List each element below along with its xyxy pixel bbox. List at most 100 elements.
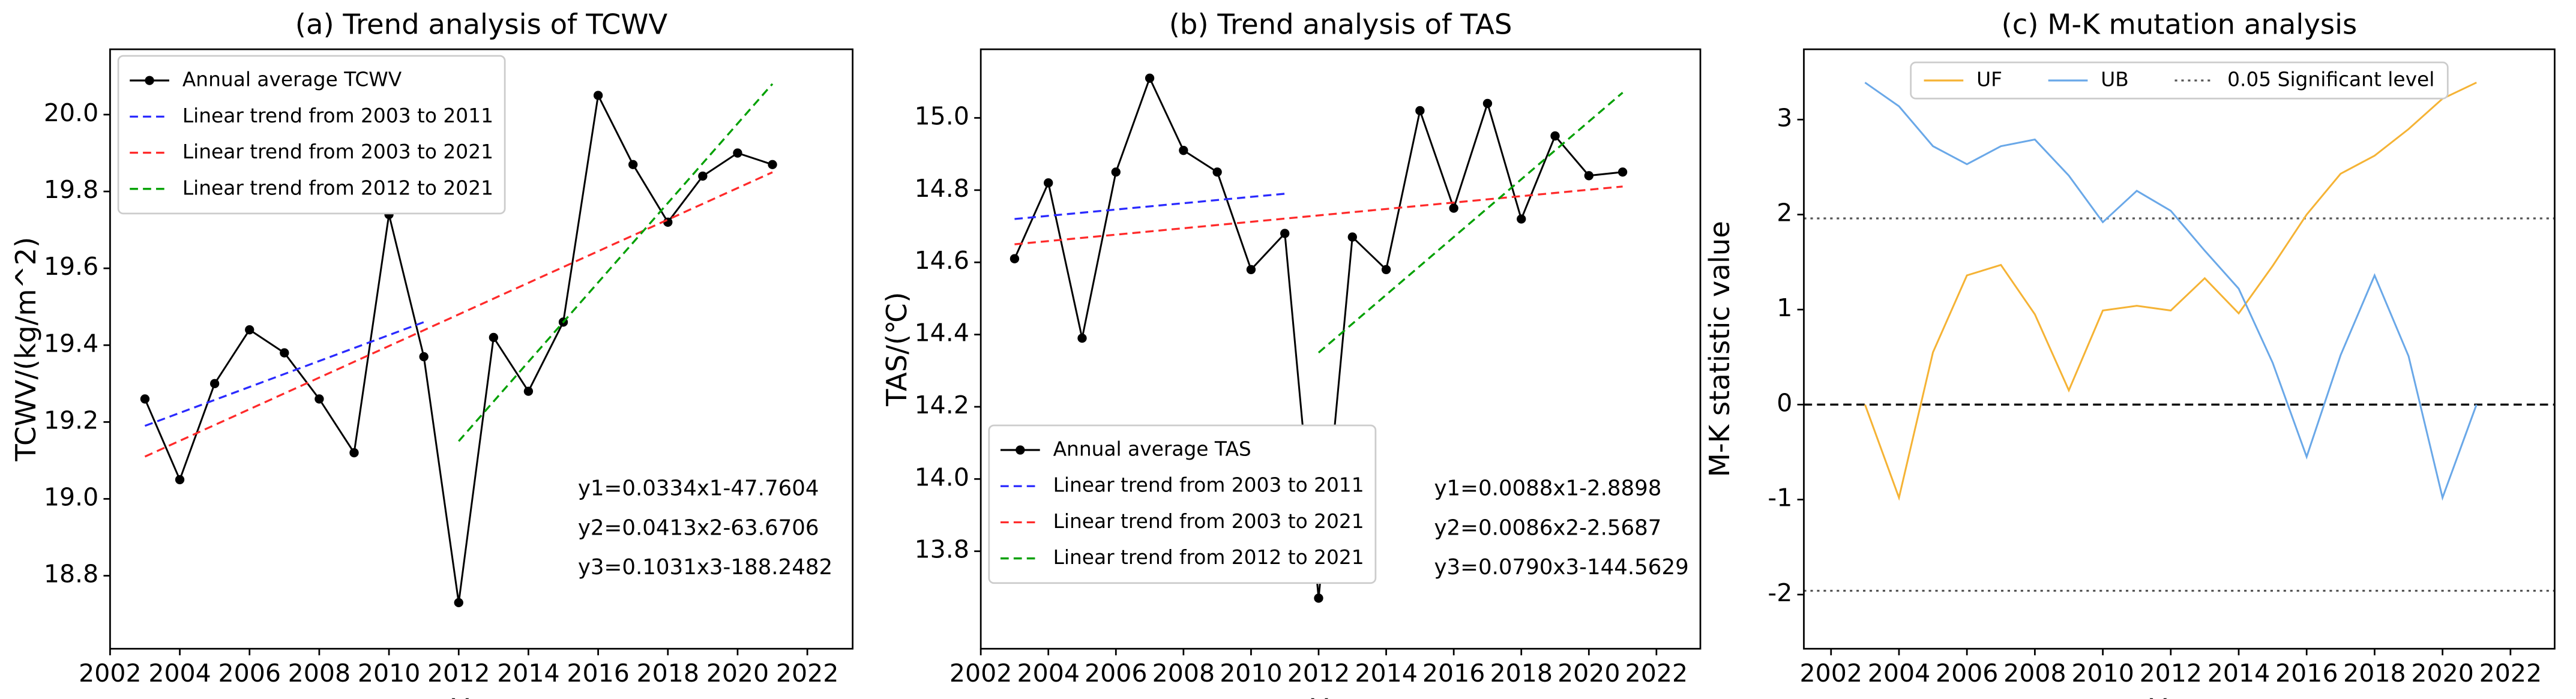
legend: UF UB 0.05 Significant level: [1910, 61, 2449, 100]
y-tick-label: 19.0: [44, 482, 98, 511]
x-tick-label: 2004: [1017, 659, 1079, 688]
data-point: [1145, 73, 1155, 83]
data-point: [489, 332, 499, 343]
y-tick-label: 3: [1777, 103, 1792, 132]
series-line: [1014, 185, 1623, 245]
legend: Annual average TAS Linear trend from 2003…: [988, 424, 1377, 584]
legend-label: Linear trend from 2003 to 2011: [1053, 474, 1364, 497]
data-point: [1584, 171, 1593, 181]
data-point: [1010, 254, 1020, 263]
y-axis-label: TCWV/(kg/m^2): [10, 237, 42, 462]
data-point: [593, 91, 603, 100]
data-point: [1212, 167, 1222, 177]
legend-label: Annual average TCWV: [182, 68, 402, 91]
y-tick-label: 15.0: [915, 101, 969, 130]
equation-annotation: y1=0.0088x1-2.8898: [1434, 476, 1661, 501]
data-point: [209, 379, 220, 388]
chart-panel: (b) Trend analysis of TAS Year TAS/(℃) 2002…: [880, 8, 1702, 699]
y-tick-label: 19.4: [44, 329, 98, 358]
data-point: [1517, 214, 1526, 224]
x-tick-label: 2012: [427, 659, 490, 688]
x-tick-label: 2010: [1220, 659, 1282, 688]
y-tick-label: 19.6: [44, 252, 98, 281]
x-tick-label: 2002: [79, 659, 141, 688]
x-tick-label: 2012: [2140, 659, 2202, 688]
x-tick-label: 2008: [2003, 659, 2066, 688]
equation-annotation: y3=0.0790x3-144.5629: [1434, 555, 1688, 580]
data-point: [663, 217, 673, 227]
x-tick-label: 2010: [358, 659, 420, 688]
equation-annotation: y3=0.1031x3-188.2482: [578, 555, 832, 580]
x-tick-label: 2014: [2207, 659, 2270, 688]
x-tick-label: 2018: [1490, 659, 1552, 688]
x-tick-label: 2014: [497, 659, 559, 688]
legend-label: UF: [1976, 68, 2002, 91]
data-point: [419, 352, 429, 362]
data-point: [1449, 203, 1458, 213]
data-point: [1044, 178, 1053, 188]
legend-label: 0.05 Significant level: [2227, 68, 2434, 91]
plot-frame: [1803, 48, 2556, 650]
x-tick-label: 2016: [2275, 659, 2338, 688]
legend-frame: [988, 424, 1377, 584]
data-point: [733, 148, 742, 158]
y-tick-label: 19.8: [44, 175, 98, 204]
y-axis-label: M-K statistic value: [1703, 221, 1736, 477]
data-point: [1618, 167, 1628, 177]
y-tick-label: 2: [1777, 199, 1792, 227]
x-tick-label: 2018: [637, 659, 699, 688]
legend-label: UB: [2101, 68, 2129, 91]
x-axis-label: Year: [1310, 693, 1370, 699]
y-tick-label: 20.0: [44, 98, 98, 127]
x-tick-label: 2004: [1868, 659, 1930, 688]
data-point: [454, 598, 463, 608]
plot-frame: [980, 48, 1702, 650]
x-tick-label: 2020: [2411, 659, 2473, 688]
x-tick-label: 2014: [1355, 659, 1417, 688]
x-tick-label: 2020: [706, 659, 769, 688]
y-tick-label: 1: [1777, 293, 1792, 322]
x-tick-label: 2020: [1557, 659, 1620, 688]
x-tick-label: 2022: [1625, 659, 1688, 688]
y-tick-label: 14.0: [915, 463, 969, 491]
legend-frame: [117, 55, 506, 215]
chart-panel: (a) Trend analysis of TCWV Year TCWV/(kg/m…: [10, 8, 853, 699]
x-tick-label: 2022: [776, 659, 838, 688]
data-point: [523, 386, 534, 396]
data-point: [140, 394, 150, 404]
data-point: [1550, 131, 1560, 141]
equation-annotation: y1=0.0334x1-47.7604: [578, 476, 819, 501]
legend-label: Linear trend from 2003 to 2011: [182, 104, 493, 127]
chart-title: (c) M-K mutation analysis: [2002, 8, 2358, 40]
y-tick-label: 14.8: [915, 174, 969, 203]
legend-marker: [1016, 445, 1025, 455]
y-tick-label: 19.2: [44, 406, 98, 434]
series-line: [1864, 82, 2478, 501]
y-axis-label: TAS/(℃): [880, 292, 913, 406]
data-point: [349, 448, 359, 458]
y-tick-label: 13.8: [915, 535, 969, 564]
data-point: [768, 160, 777, 169]
x-axis-label: Year: [451, 693, 511, 699]
x-tick-label: 2004: [148, 659, 211, 688]
data-point: [1314, 593, 1323, 603]
equation-annotation: y2=0.0086x2-2.5687: [1434, 515, 1661, 540]
series-line: [1864, 82, 2477, 501]
y-tick-label: 18.8: [44, 560, 98, 589]
series-line: [144, 171, 773, 458]
legend-label: Linear trend from 2012 to 2021: [182, 176, 493, 199]
legend-label: Linear trend from 2003 to 2021: [1053, 510, 1364, 533]
data-point: [175, 475, 185, 485]
data-point: [1381, 265, 1391, 274]
data-point: [1482, 98, 1493, 109]
series-line: [144, 321, 424, 427]
x-tick-label: 2006: [218, 659, 281, 688]
series-line: [1317, 92, 1624, 353]
data-point: [280, 348, 289, 358]
x-axis-label: Year: [2149, 693, 2209, 699]
data-point: [1077, 333, 1087, 343]
data-point: [245, 325, 254, 335]
legend-label: Linear trend from 2012 to 2021: [1053, 546, 1364, 569]
x-tick-label: 2018: [2343, 659, 2406, 688]
